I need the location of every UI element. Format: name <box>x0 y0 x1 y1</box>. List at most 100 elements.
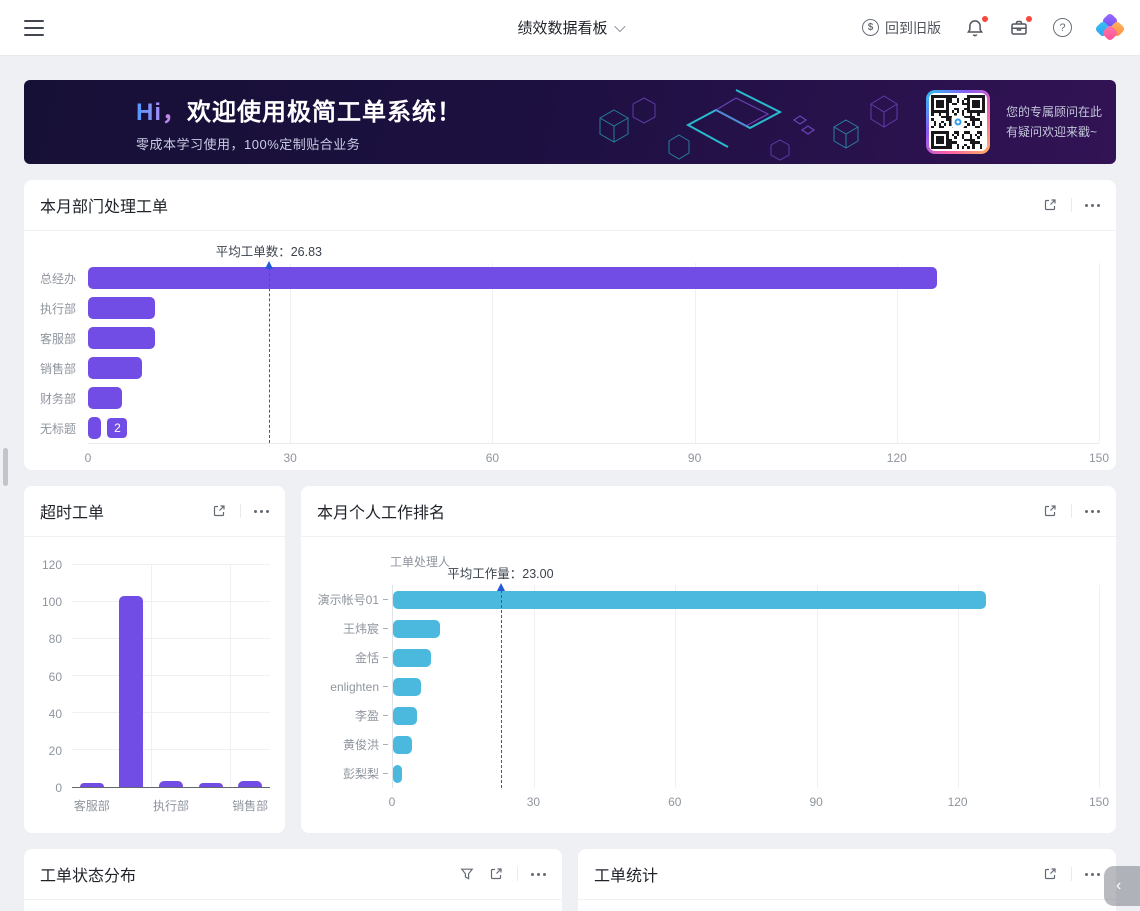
dept-chart-canvas[interactable]: 平均工单数：26.83 总经办 执行部 客服部 销售部 财务部 无标题 2 0 30 60 90 120… <box>24 231 1116 470</box>
card-personal-title: 本月个人工作排名 <box>317 505 446 522</box>
bar-row <box>393 585 1099 614</box>
card-personal-tools <box>1042 503 1100 519</box>
category-label: 金恬 <box>301 643 392 672</box>
category-label: 彭梨梨 <box>301 759 392 788</box>
axis-tick <box>383 715 388 716</box>
average-line <box>264 261 273 443</box>
back-to-old-version-button[interactable]: $ 回到旧版 <box>862 18 941 38</box>
axis-tick <box>383 744 388 745</box>
category-label: 总经办 <box>39 271 76 286</box>
bar-李盈 <box>393 706 417 725</box>
bar-row <box>393 730 1099 759</box>
x-tick-label: 90 <box>687 451 702 465</box>
average-line <box>497 583 506 788</box>
personal-chart-canvas[interactable]: 工单处理人 平均工作量：23.00 演示帐号01 王炜宸 金恬 enlighten 李盈 黄俊… <box>301 537 1116 814</box>
card-stats-header: 工单统计 <box>578 849 1116 900</box>
bar-col-1 <box>119 596 144 787</box>
qr-caption-line2: 有疑问欢迎来戳~ <box>1005 125 1097 139</box>
average-line-label: 平均工单数：26.83 <box>215 245 322 259</box>
inbox-button[interactable] <box>1009 14 1033 38</box>
gridline <box>957 585 959 788</box>
gridline <box>694 263 696 443</box>
menu-icon[interactable] <box>24 19 44 36</box>
notification-button[interactable] <box>965 14 989 38</box>
expand-icon[interactable] <box>1042 503 1058 519</box>
bar-销售部 <box>238 781 263 787</box>
category-label: 李盈 <box>301 701 392 730</box>
y-tick-label: 100 <box>41 595 62 610</box>
bar-黄俊洪 <box>393 735 412 754</box>
gridline <box>72 712 270 714</box>
overtime-chart-canvas[interactable]: 0 20 40 60 80 100 120 客服部 执行部 销售部 <box>24 537 285 818</box>
x-tick-label: 150 <box>1088 451 1110 465</box>
axis-tick <box>383 599 388 600</box>
more-icon[interactable] <box>1085 872 1100 876</box>
category-label: 黄俊洪 <box>301 730 392 759</box>
personal-annotation-area: 工单处理人 平均工作量：23.00 <box>390 545 1099 585</box>
bar-row <box>393 672 1099 701</box>
x-tick-label: 90 <box>809 795 823 809</box>
tools-divider <box>1071 867 1072 881</box>
card-status-title: 工单状态分布 <box>40 868 137 885</box>
collapse-widget-tab[interactable]: ‹ <box>1104 866 1140 906</box>
tools-divider <box>517 867 518 881</box>
overtime-plot-area <box>72 564 270 788</box>
card-status-distribution: 工单状态分布 <box>24 849 562 911</box>
bar-彭梨梨 <box>393 764 403 783</box>
help-button[interactable]: ? <box>1053 18 1072 37</box>
expand-icon[interactable] <box>1042 866 1058 882</box>
charts-row: 超时工单 0 20 40 60 80 100 120 客服部 执行部 销售部 <box>24 486 1116 849</box>
category-label: 无标题 <box>39 421 76 436</box>
banner-title-rest: 欢迎使用极简工单系统！ <box>187 98 462 126</box>
personal-y-labels: 演示帐号01 王炜宸 金恬 enlighten 李盈 黄俊洪 彭梨梨 <box>301 585 392 788</box>
app-logo[interactable] <box>1094 12 1126 42</box>
expand-icon[interactable] <box>1042 197 1058 213</box>
dashboard-title-dropdown[interactable]: 绩效数据看板 <box>517 17 626 38</box>
banner-subtitle: 零成本学习使用，100%定制贴合业务 <box>136 136 361 152</box>
gridline <box>72 638 270 640</box>
y-tick-label: 0 <box>55 781 62 795</box>
qr-caption-line1: 您的专属顾问在此 <box>1005 105 1102 119</box>
qr-code <box>925 90 990 154</box>
bar-row <box>88 353 1099 383</box>
card-status-tools <box>459 866 546 882</box>
bar-无标题 <box>88 417 102 439</box>
more-icon[interactable] <box>531 872 546 876</box>
card-status-header: 工单状态分布 <box>24 849 562 900</box>
card-stats-title: 工单统计 <box>594 868 659 885</box>
x-tick-label: 30 <box>526 795 541 809</box>
data-label-badge: 2 <box>107 418 128 438</box>
bar-总经办 <box>88 267 938 289</box>
isometric-illustration <box>599 89 898 161</box>
more-icon[interactable] <box>254 509 269 513</box>
card-overtime-title: 超时工单 <box>40 505 105 522</box>
filter-icon[interactable] <box>459 866 475 882</box>
x-tick-label: 120 <box>886 451 907 465</box>
gridline <box>492 263 494 443</box>
bar-row <box>393 701 1099 730</box>
dashboard-main: Hi，欢迎使用极简工单系统！ 零成本学习使用，100%定制贴合业务 您的专属顾问… <box>0 56 1140 911</box>
gridline <box>816 585 818 788</box>
help-icon: ? <box>1053 18 1072 37</box>
revert-icon: $ <box>862 19 879 36</box>
gridline <box>1099 263 1100 443</box>
more-icon[interactable] <box>1085 509 1100 513</box>
bar-客服部 <box>88 327 156 349</box>
category-label: 执行部 <box>39 301 76 316</box>
axis-name-label: 工单处理人 <box>390 555 451 569</box>
gridline <box>675 585 677 788</box>
scrollbar-thumb[interactable] <box>3 448 8 486</box>
dept-x-axis: 0 30 60 90 120 150 <box>85 444 1109 470</box>
dept-y-labels: 总经办 执行部 客服部 销售部 财务部 无标题 <box>24 263 88 444</box>
more-icon[interactable] <box>1085 203 1100 207</box>
dept-annotation-area: 平均工单数：26.83 <box>88 239 1099 263</box>
split-line <box>230 565 232 787</box>
x-tick-label: 执行部 <box>152 799 190 813</box>
expand-icon[interactable] <box>488 866 504 882</box>
gridline <box>72 564 270 565</box>
bar-enlighten <box>393 677 422 696</box>
tools-divider <box>1071 504 1072 518</box>
expand-icon[interactable] <box>211 503 227 519</box>
axis-tick <box>383 773 388 774</box>
card-stats-tools <box>1042 866 1100 882</box>
